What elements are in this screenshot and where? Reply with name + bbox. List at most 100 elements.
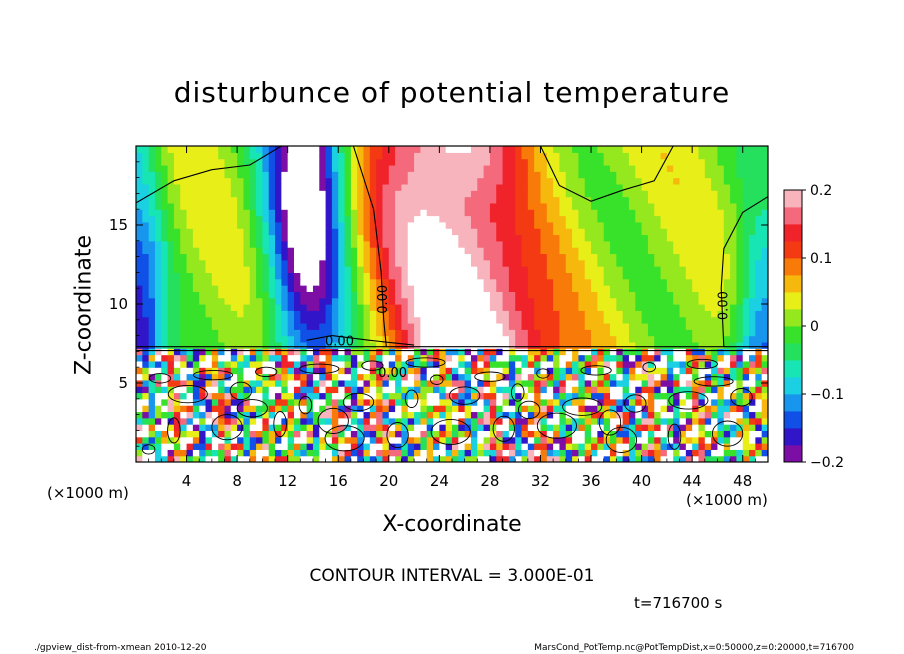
field-cell [553, 304, 561, 311]
field-cell [262, 146, 270, 153]
field-cell [597, 164, 605, 172]
field-cell [477, 360, 485, 368]
field-cell [502, 405, 510, 413]
field-cell [249, 215, 257, 223]
field-cell [616, 146, 624, 153]
field-cell [559, 228, 567, 236]
field-cell [711, 449, 719, 457]
field-cell [173, 354, 181, 362]
field-cell [730, 259, 737, 267]
field-cell [502, 297, 510, 305]
field-cell [230, 392, 238, 400]
field-cell [344, 329, 352, 337]
field-cell [711, 146, 719, 153]
field-cell [628, 316, 636, 324]
field-cell [173, 171, 181, 179]
field-cell [142, 272, 150, 280]
field-cell [388, 430, 396, 438]
field-cell [369, 221, 377, 229]
field-cell [610, 291, 617, 299]
field-cell [496, 146, 504, 153]
field-cell [211, 424, 219, 431]
field-cell [180, 430, 188, 438]
field-cell [294, 322, 301, 330]
field-cell [256, 436, 263, 444]
field-cell [496, 392, 504, 400]
field-cell [679, 183, 687, 191]
field-cell [376, 436, 384, 444]
field-cell [363, 411, 371, 419]
field-cell [205, 341, 213, 349]
field-cell [723, 190, 731, 198]
field-cell [192, 221, 200, 229]
field-cell [717, 367, 725, 375]
field-cell [565, 177, 573, 185]
field-cell [407, 405, 415, 413]
field-cell [679, 348, 687, 356]
field-cell [154, 424, 162, 431]
field-cell [610, 247, 617, 255]
field-cell [597, 240, 605, 248]
field-cell [755, 424, 763, 431]
field-cell [275, 146, 282, 153]
field-cell [420, 304, 428, 311]
field-cell [647, 354, 655, 362]
field-cell [616, 310, 624, 318]
field-cell [249, 297, 257, 305]
field-cell [610, 183, 617, 191]
field-cell [464, 455, 472, 462]
field-cell [470, 196, 478, 204]
field-cell [711, 240, 719, 248]
field-cell [641, 405, 649, 413]
field-cell [521, 278, 529, 286]
field-cell [470, 335, 478, 343]
field-cell [376, 247, 384, 255]
field-cell [395, 417, 403, 425]
field-cell [502, 196, 510, 204]
field-cell [180, 190, 188, 198]
field-cell [704, 183, 712, 191]
field-cell [407, 285, 415, 292]
field-cell [578, 379, 586, 387]
field-cell [230, 291, 238, 299]
field-cell [641, 183, 649, 191]
field-cell [357, 436, 365, 444]
field-cell [698, 297, 706, 305]
field-cell [325, 436, 333, 444]
field-cell [237, 411, 245, 419]
field-cell [218, 272, 226, 280]
field-cell [647, 291, 655, 299]
field-cell [641, 164, 649, 172]
field-cell [515, 386, 523, 394]
field-cell [489, 221, 497, 229]
field-cell [401, 436, 409, 444]
field-cell [180, 316, 188, 324]
field-cell [553, 266, 561, 273]
field-cell [281, 354, 289, 362]
field-cell [610, 322, 617, 330]
field-cell [483, 183, 491, 191]
field-cell [685, 436, 693, 444]
field-cell [331, 190, 339, 198]
field-cell [312, 398, 320, 406]
field-cell [761, 234, 768, 242]
field-cell [559, 291, 567, 299]
field-cell [692, 392, 700, 400]
field-cell [584, 202, 592, 210]
field-cell [749, 386, 756, 394]
field-cell [388, 171, 396, 179]
field-cell [249, 398, 257, 406]
field-cell [464, 259, 472, 267]
field-cell [256, 354, 263, 362]
field-cell [553, 202, 561, 210]
field-cell [136, 234, 143, 242]
field-cell [154, 253, 162, 261]
field-cell [723, 297, 731, 305]
field-cell [173, 297, 181, 305]
field-cell [325, 196, 333, 204]
field-cell [186, 360, 194, 368]
field-cell [420, 285, 428, 292]
field-cell [249, 228, 257, 236]
field-cell [584, 297, 592, 305]
field-cell [704, 379, 712, 387]
